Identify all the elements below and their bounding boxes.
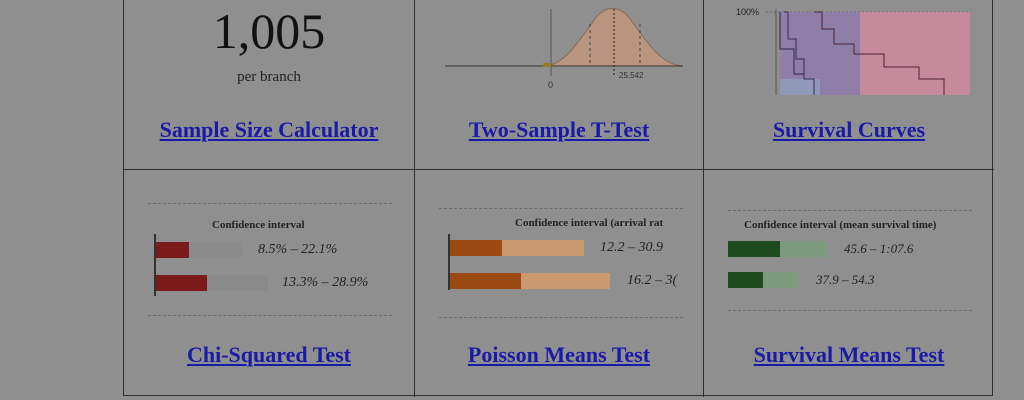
tile-poisson-means-test[interactable]: Confidence interval (arrival rat 12.2 – … [415,170,704,397]
poisson-ci-bar-2 [450,273,610,289]
chi-ci-bar-1-dark [156,242,189,258]
distribution-tail-marker [543,63,551,67]
distribution-marker-label: 25.542 [619,71,644,80]
tile-chi-squared-test[interactable]: Confidence interval 8.5% – 22.1% 13.3% –… [124,170,415,397]
chi-ci-top-divider [148,203,392,204]
poisson-ci-bar-1 [450,240,584,256]
sample-size-caption: per branch [237,69,301,85]
tile-survival-means-test[interactable]: Confidence interval (mean survival time)… [704,170,994,397]
distribution-zero-label: 0 [548,80,553,90]
poisson-ci-top-divider [439,208,683,209]
chi-squared-test-link[interactable]: Chi-Squared Test [186,342,352,367]
poisson-ci-bar-1-light [502,240,584,256]
poisson-means-test-link[interactable]: Poisson Means Test [467,342,651,367]
tile-two-sample-t-test[interactable]: 0 25.542 Two-Sample T-Test [415,0,704,170]
poisson-ci-axis [448,234,450,290]
survival-ci-top-divider [728,210,972,211]
sample-size-number: 1,005 [212,3,326,59]
sample-size-calculator-link[interactable]: Sample Size Calculator [159,117,379,142]
chi-ci-bottom-divider [148,315,392,316]
chi-ci-bar-2-dark [156,275,207,291]
survival-ci-bar-1-dark [728,241,780,257]
poisson-ci-title: Confidence interval (arrival rat [515,217,664,229]
survival-y-label: 100% [736,7,759,17]
survival-band-blue [780,79,820,95]
survival-means-test-link[interactable]: Survival Means Test [753,342,945,367]
poisson-ci-bar-2-dark [450,273,521,289]
chi-ci-range-1: 8.5% – 22.1% [258,242,338,257]
statistics-tools-grid: 1,005 per branch Sample Size Calculator … [123,0,994,397]
chi-ci-range-2: 13.3% – 28.9% [282,275,369,290]
chi-ci-axis [154,234,156,296]
survival-ci-bar-1 [728,241,826,257]
survival-ci-bar-2-light [763,272,798,288]
survival-ci-bar-1-light [780,241,826,257]
chi-ci-bar-2 [156,275,268,291]
survival-ci-title: Confidence interval (mean survival time) [744,219,937,231]
poisson-ci-bar-2-light [521,273,610,289]
two-sample-t-test-link[interactable]: Two-Sample T-Test [468,117,650,142]
survival-ci-range-2: 37.9 – 54.3 [816,272,875,287]
poisson-ci-bottom-divider [439,317,683,318]
survival-ci-bottom-divider [728,310,972,311]
tile-sample-size-calculator[interactable]: 1,005 per branch Sample Size Calculator [124,0,415,170]
survival-ci-bar-2-dark [728,272,763,288]
survival-curves-link[interactable]: Survival Curves [772,117,926,142]
chi-ci-bar-2-light [207,275,268,291]
chi-ci-title: Confidence interval [212,219,305,231]
t-test-distribution-preview: 0 25.542 [445,8,684,90]
poisson-ci-range-2: 16.2 – 3( [627,273,678,288]
chi-ci-bar-1-light [189,242,242,258]
survival-curve-a [784,11,815,95]
survival-ci-bar-2 [728,272,798,288]
survival-ci-range-1: 45.6 – 1:07.6 [844,241,914,256]
survival-curves-preview: 100% [736,7,970,95]
survival-curve-c [779,12,804,75]
tile-survival-curves[interactable]: 100% Survival Curves [704,0,994,170]
survival-curve-b [814,11,945,95]
poisson-ci-bar-1-dark [450,240,502,256]
chi-ci-bar-1 [156,242,242,258]
poisson-ci-range-1: 12.2 – 30.9 [600,240,663,255]
